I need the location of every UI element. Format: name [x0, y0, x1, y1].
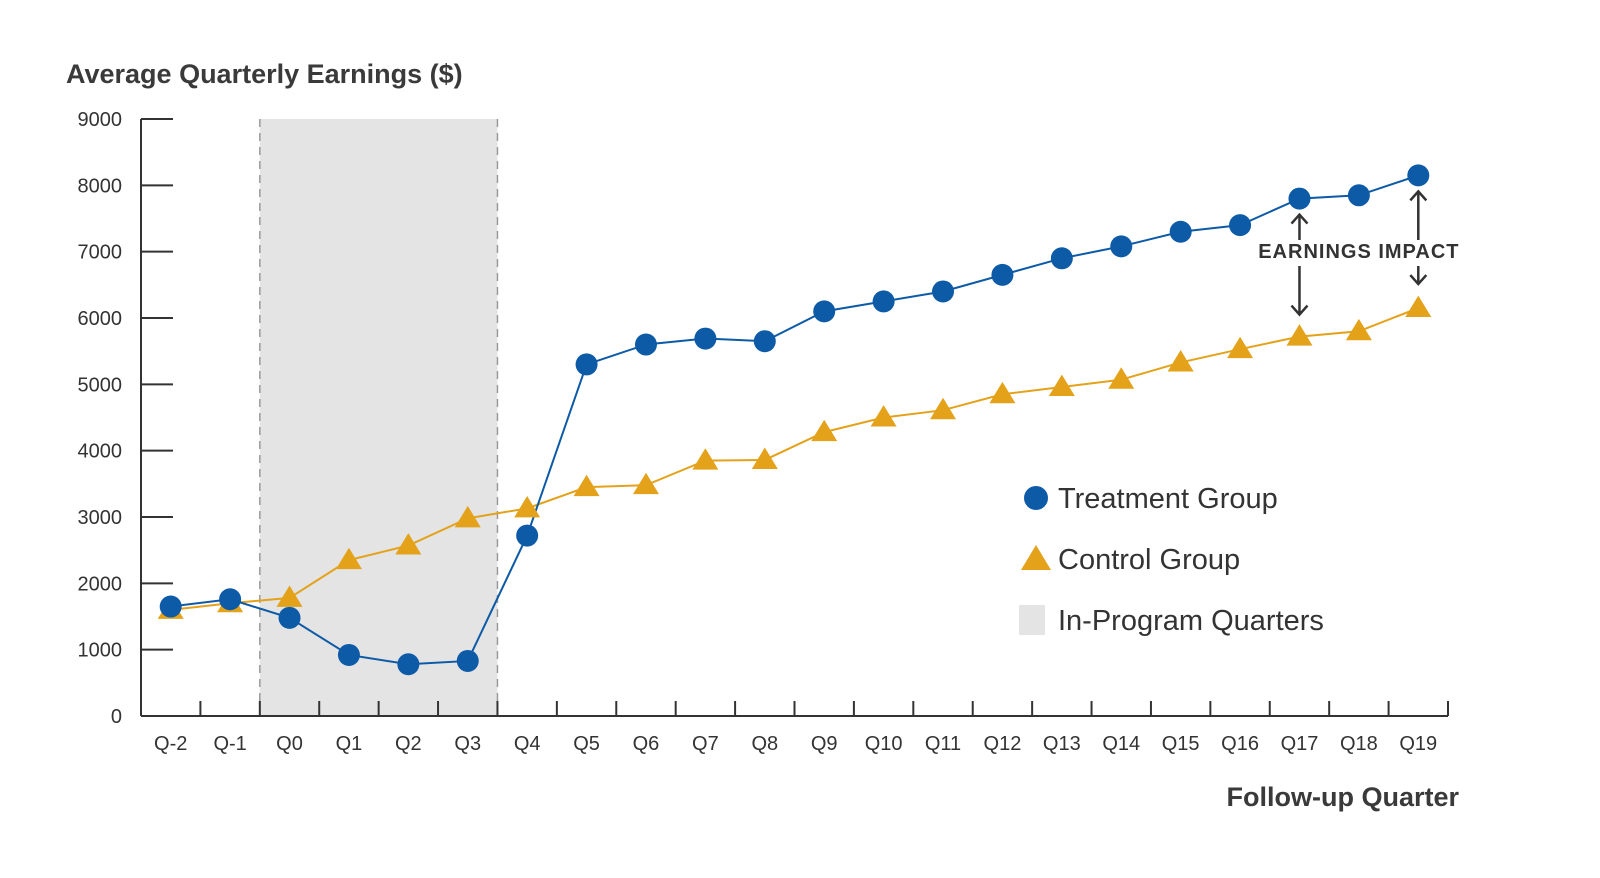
x-tick-label: Q19	[1399, 733, 1437, 755]
treatment-point	[932, 280, 955, 303]
treatment-point	[1288, 187, 1311, 210]
treatment-point	[159, 595, 182, 618]
x-tick-label: Q-1	[213, 733, 246, 755]
legend-entry-label: In-Program Quarters	[1058, 605, 1324, 637]
control-point	[1405, 295, 1432, 318]
control-point	[1048, 374, 1075, 396]
x-tick-label: Q4	[514, 733, 541, 755]
y-tick-label: 7000	[78, 242, 123, 264]
control-point	[1167, 350, 1194, 372]
y-tick-label: 3000	[78, 507, 123, 529]
x-tick-label: Q17	[1281, 733, 1319, 755]
legend-treatment-marker	[1024, 486, 1048, 510]
control-point	[632, 472, 659, 495]
x-tick-label: Q5	[573, 733, 600, 755]
treatment-point	[456, 649, 479, 672]
control-point	[1286, 324, 1313, 346]
treatment-point	[991, 263, 1014, 286]
x-tick-label: Q13	[1043, 733, 1081, 755]
treatment-series-line	[170, 174, 1419, 666]
legend-entry-label: Treatment Group	[1058, 483, 1278, 515]
legend-in-program-swatch	[1019, 605, 1045, 635]
x-tick-label: Q18	[1340, 733, 1378, 755]
treatment-point	[1110, 235, 1133, 258]
control-point	[692, 448, 719, 470]
x-tick-label: Q2	[395, 733, 422, 755]
y-tick-label: 4000	[78, 441, 123, 463]
treatment-point	[694, 327, 717, 350]
treatment-point	[1169, 220, 1192, 243]
treatment-point	[219, 588, 242, 611]
control-point	[514, 495, 541, 518]
legend-control-marker	[1021, 545, 1051, 570]
impact-arrow-down-right-head	[1409, 274, 1428, 286]
x-tick-label: Q7	[692, 733, 719, 755]
y-tick-label: 1000	[78, 640, 123, 662]
control-point	[335, 547, 362, 570]
control-point	[989, 381, 1016, 404]
treatment-point	[278, 606, 301, 629]
x-tick-label: Q-2	[154, 733, 187, 755]
treatment-point	[516, 524, 539, 547]
x-tick-label: Q1	[336, 733, 363, 755]
control-point	[930, 397, 957, 420]
x-tick-label: Q10	[865, 733, 903, 755]
treatment-point	[1229, 214, 1252, 237]
x-tick-label: Q14	[1102, 733, 1140, 755]
treatment-point	[753, 330, 776, 353]
control-point	[276, 585, 303, 607]
treatment-point	[575, 353, 598, 376]
control-point	[870, 405, 897, 427]
treatment-point	[337, 643, 360, 666]
treatment-point	[872, 290, 895, 313]
control-point	[395, 533, 422, 555]
control-point	[1108, 367, 1135, 389]
y-tick-label: 0	[111, 706, 122, 728]
legend-entry-label: Control Group	[1058, 544, 1240, 576]
treatment-point	[1347, 184, 1370, 207]
x-tick-label: Q6	[633, 733, 660, 755]
y-tick-label: 8000	[78, 175, 123, 197]
control-series-line	[170, 307, 1419, 611]
y-tick-label: 6000	[78, 308, 123, 330]
x-tick-label: Q11	[925, 733, 961, 755]
control-point	[573, 474, 600, 497]
control-point	[1227, 336, 1254, 359]
x-tick-label: Q3	[454, 733, 481, 755]
y-tick-label: 2000	[78, 573, 123, 595]
treatment-point	[634, 333, 657, 356]
control-point	[1345, 318, 1372, 341]
x-tick-label: Q15	[1162, 733, 1200, 755]
x-tick-label: Q8	[751, 733, 778, 755]
impact-arrow-down-left-head	[1290, 304, 1309, 317]
treatment-point	[1407, 164, 1430, 187]
x-tick-label: Q16	[1221, 733, 1259, 755]
control-point	[454, 505, 481, 528]
treatment-point	[1050, 247, 1073, 270]
control-point	[811, 419, 838, 442]
control-point	[751, 447, 778, 469]
impact-arrow-up-left-head	[1290, 212, 1309, 225]
treatment-point	[397, 653, 420, 676]
y-tick-label: 9000	[78, 109, 123, 131]
earnings-impact-label: EARNINGS IMPACT	[1258, 241, 1459, 263]
treatment-point	[813, 300, 836, 323]
x-tick-label: Q9	[811, 733, 838, 755]
impact-arrow-up-right-head	[1409, 189, 1428, 202]
x-tick-label: Q12	[984, 733, 1022, 755]
x-tick-label: Q0	[276, 733, 303, 755]
y-tick-label: 5000	[78, 374, 123, 396]
x-axis-title: Follow-up Quarter	[1227, 782, 1460, 812]
y-axis-title: Average Quarterly Earnings ($)	[66, 59, 463, 89]
